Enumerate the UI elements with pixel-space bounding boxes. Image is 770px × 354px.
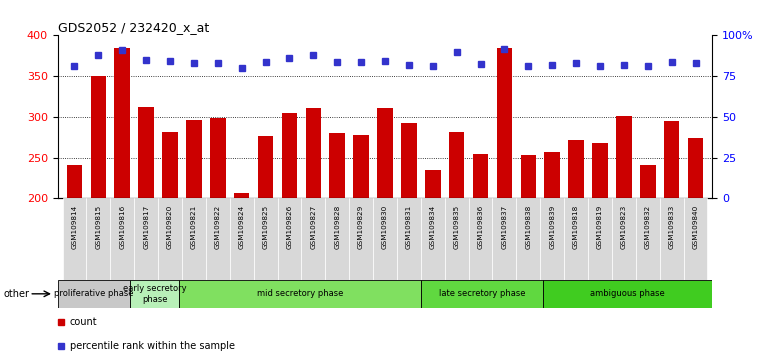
Bar <box>210 118 226 198</box>
Bar <box>664 121 679 198</box>
Bar <box>253 198 277 280</box>
Text: GSM109829: GSM109829 <box>358 205 364 249</box>
Bar <box>353 135 369 198</box>
Bar <box>469 198 493 280</box>
Bar <box>377 108 393 198</box>
Bar <box>543 280 712 308</box>
Text: proliferative phase: proliferative phase <box>55 289 134 298</box>
Text: GSM109836: GSM109836 <box>477 205 484 249</box>
Bar <box>421 198 445 280</box>
Bar <box>592 143 608 198</box>
Bar <box>229 198 253 280</box>
Text: GSM109832: GSM109832 <box>644 205 651 249</box>
Text: late secretory phase: late secretory phase <box>439 289 525 298</box>
Bar <box>640 165 655 198</box>
Text: GSM109839: GSM109839 <box>549 205 555 249</box>
Bar <box>134 198 158 280</box>
Bar <box>397 198 421 280</box>
Text: GSM109814: GSM109814 <box>72 205 78 249</box>
Bar <box>182 198 206 280</box>
Bar <box>445 198 469 280</box>
Bar <box>588 198 612 280</box>
Bar <box>544 152 560 198</box>
Bar <box>373 198 397 280</box>
Bar <box>521 155 536 198</box>
Text: GSM109816: GSM109816 <box>119 205 126 249</box>
Text: GSM109830: GSM109830 <box>382 205 388 249</box>
Text: GSM109834: GSM109834 <box>430 205 436 249</box>
Bar <box>449 132 464 198</box>
Bar <box>541 198 564 280</box>
Bar <box>179 280 421 308</box>
Bar <box>301 198 325 280</box>
Bar <box>568 141 584 198</box>
Text: GSM109825: GSM109825 <box>263 205 269 249</box>
Bar <box>110 198 134 280</box>
Text: GSM109835: GSM109835 <box>454 205 460 249</box>
Bar <box>636 198 660 280</box>
Text: mid secretory phase: mid secretory phase <box>257 289 343 298</box>
Text: early secretory
phase: early secretory phase <box>123 284 186 303</box>
Text: GSM109815: GSM109815 <box>95 205 102 249</box>
Bar <box>517 198 541 280</box>
Text: GSM109837: GSM109837 <box>501 205 507 249</box>
Bar <box>130 280 179 308</box>
Bar <box>206 198 229 280</box>
Text: GSM109823: GSM109823 <box>621 205 627 249</box>
Text: percentile rank within the sample: percentile rank within the sample <box>69 341 235 350</box>
Bar <box>349 198 373 280</box>
Bar <box>162 132 178 198</box>
Bar <box>425 170 440 198</box>
Bar <box>186 120 202 198</box>
Bar <box>493 198 517 280</box>
Text: other: other <box>4 289 30 299</box>
Bar <box>91 76 106 198</box>
Text: GSM109821: GSM109821 <box>191 205 197 249</box>
Bar <box>115 48 130 198</box>
Bar <box>62 198 86 280</box>
Bar <box>158 198 182 280</box>
Text: GSM109818: GSM109818 <box>573 205 579 249</box>
Bar <box>258 136 273 198</box>
Text: GSM109824: GSM109824 <box>239 205 245 249</box>
Bar <box>234 193 249 198</box>
Bar <box>86 198 110 280</box>
Text: GSM109840: GSM109840 <box>692 205 698 249</box>
Bar <box>325 198 349 280</box>
Text: GSM109817: GSM109817 <box>143 205 149 249</box>
Text: GSM109819: GSM109819 <box>597 205 603 249</box>
Text: GSM109827: GSM109827 <box>310 205 316 249</box>
Text: GSM109831: GSM109831 <box>406 205 412 249</box>
Text: count: count <box>69 317 97 327</box>
Text: GDS2052 / 232420_x_at: GDS2052 / 232420_x_at <box>58 21 209 34</box>
Bar <box>612 198 636 280</box>
Bar <box>306 108 321 198</box>
Bar <box>330 133 345 198</box>
Text: GSM109820: GSM109820 <box>167 205 173 249</box>
Bar <box>616 116 631 198</box>
Bar <box>688 138 703 198</box>
Bar <box>58 280 130 308</box>
Bar <box>139 107 154 198</box>
Bar <box>660 198 684 280</box>
Bar <box>473 154 488 198</box>
Bar <box>277 198 301 280</box>
Text: GSM109838: GSM109838 <box>525 205 531 249</box>
Text: GSM109828: GSM109828 <box>334 205 340 249</box>
Bar <box>421 280 543 308</box>
Text: ambiguous phase: ambiguous phase <box>590 289 665 298</box>
Bar <box>497 47 512 198</box>
Bar <box>67 165 82 198</box>
Bar <box>401 123 417 198</box>
Text: GSM109826: GSM109826 <box>286 205 293 249</box>
Text: GSM109833: GSM109833 <box>668 205 675 249</box>
Bar <box>282 113 297 198</box>
Bar <box>564 198 588 280</box>
Text: GSM109822: GSM109822 <box>215 205 221 249</box>
Bar <box>684 198 708 280</box>
